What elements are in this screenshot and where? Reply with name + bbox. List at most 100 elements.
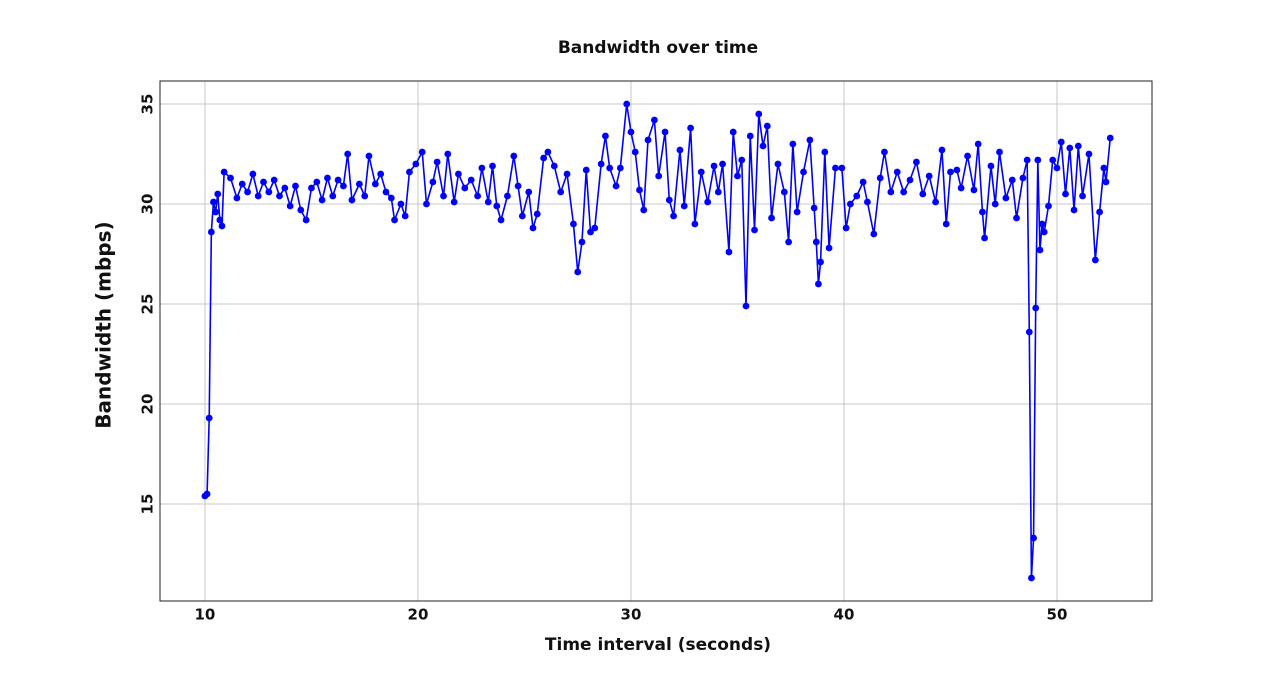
data-point [578, 238, 586, 246]
data-point [308, 184, 315, 192]
data-point [344, 150, 352, 158]
data-point [254, 192, 262, 200]
data-point [212, 208, 219, 216]
data-point [785, 238, 793, 246]
data-point [1070, 206, 1078, 214]
data-point [406, 168, 413, 176]
data-point [938, 146, 946, 154]
data-point [1013, 214, 1020, 222]
data-point [640, 206, 648, 214]
data-point [286, 202, 294, 210]
data-point [1102, 178, 1110, 186]
data-point [859, 178, 867, 186]
data-point [864, 198, 871, 206]
data-point [216, 216, 224, 224]
data-point [418, 148, 426, 156]
data-point [597, 160, 605, 168]
data-point [942, 220, 950, 228]
data-point [806, 136, 814, 144]
data-point [361, 192, 369, 200]
data-point [1034, 156, 1042, 164]
data-point [1062, 190, 1069, 198]
data-point [1079, 192, 1086, 200]
data-point [768, 214, 775, 222]
data-point [691, 220, 699, 228]
data-point [644, 136, 652, 144]
data-point [440, 192, 447, 200]
data-point [751, 226, 758, 234]
data-point [563, 170, 571, 178]
data-point [281, 184, 289, 192]
data-point [738, 156, 746, 164]
data-point [957, 184, 965, 192]
data-point [210, 198, 217, 206]
data-point [665, 196, 673, 204]
data-point [1002, 194, 1010, 202]
data-point [244, 188, 251, 196]
data-point [391, 216, 398, 224]
data-point [433, 158, 441, 166]
data-point [313, 178, 321, 186]
data-point [1040, 228, 1048, 236]
data-point [742, 302, 750, 310]
data-point [842, 224, 850, 232]
data-point [606, 164, 614, 172]
data-point [704, 198, 712, 206]
data-point [932, 198, 939, 206]
data-point [746, 132, 754, 140]
data-point [429, 178, 437, 186]
data-point [387, 194, 395, 202]
data-point [913, 158, 920, 166]
data-point [900, 188, 908, 196]
data-point [382, 188, 390, 196]
data-point [953, 166, 961, 174]
data-point [497, 216, 505, 224]
data-point [1030, 534, 1037, 542]
data-point [1036, 246, 1044, 254]
data-point [478, 164, 486, 172]
data-point [919, 190, 927, 198]
data-point [1049, 156, 1057, 164]
data-point [474, 192, 482, 200]
data-point [444, 150, 452, 158]
data-point [996, 148, 1003, 156]
data-point [846, 200, 854, 208]
data-point [302, 216, 310, 224]
data-point [377, 170, 385, 178]
data-point [207, 228, 215, 236]
data-point [265, 188, 273, 196]
data-point [687, 124, 695, 132]
data-point [734, 172, 741, 180]
data-point [329, 192, 337, 200]
data-point [616, 164, 624, 172]
data-point [504, 192, 511, 200]
data-point [355, 180, 363, 188]
data-point [318, 196, 326, 204]
y-axis-label: Bandwidth (mbps) [92, 221, 116, 428]
data-point [570, 220, 577, 228]
data-point [450, 198, 458, 206]
data-point [821, 148, 829, 156]
data-point [249, 170, 257, 178]
data-point [1091, 256, 1099, 264]
data-point [467, 176, 475, 184]
data-point [876, 174, 884, 182]
data-point [627, 128, 635, 136]
data-point [401, 212, 409, 220]
data-point [947, 168, 954, 176]
data-point [510, 152, 518, 160]
data-point [423, 200, 430, 208]
data-point [529, 224, 537, 232]
data-point [1100, 164, 1108, 172]
data-point [489, 162, 496, 170]
data-point [348, 196, 356, 204]
data-point [412, 160, 420, 168]
data-point [371, 180, 379, 188]
data-point [455, 170, 462, 178]
data-point [1038, 220, 1046, 228]
data-point [661, 128, 669, 136]
data-point [725, 248, 733, 256]
data-point [755, 110, 763, 118]
data-point [789, 140, 797, 148]
data-point [987, 162, 995, 170]
